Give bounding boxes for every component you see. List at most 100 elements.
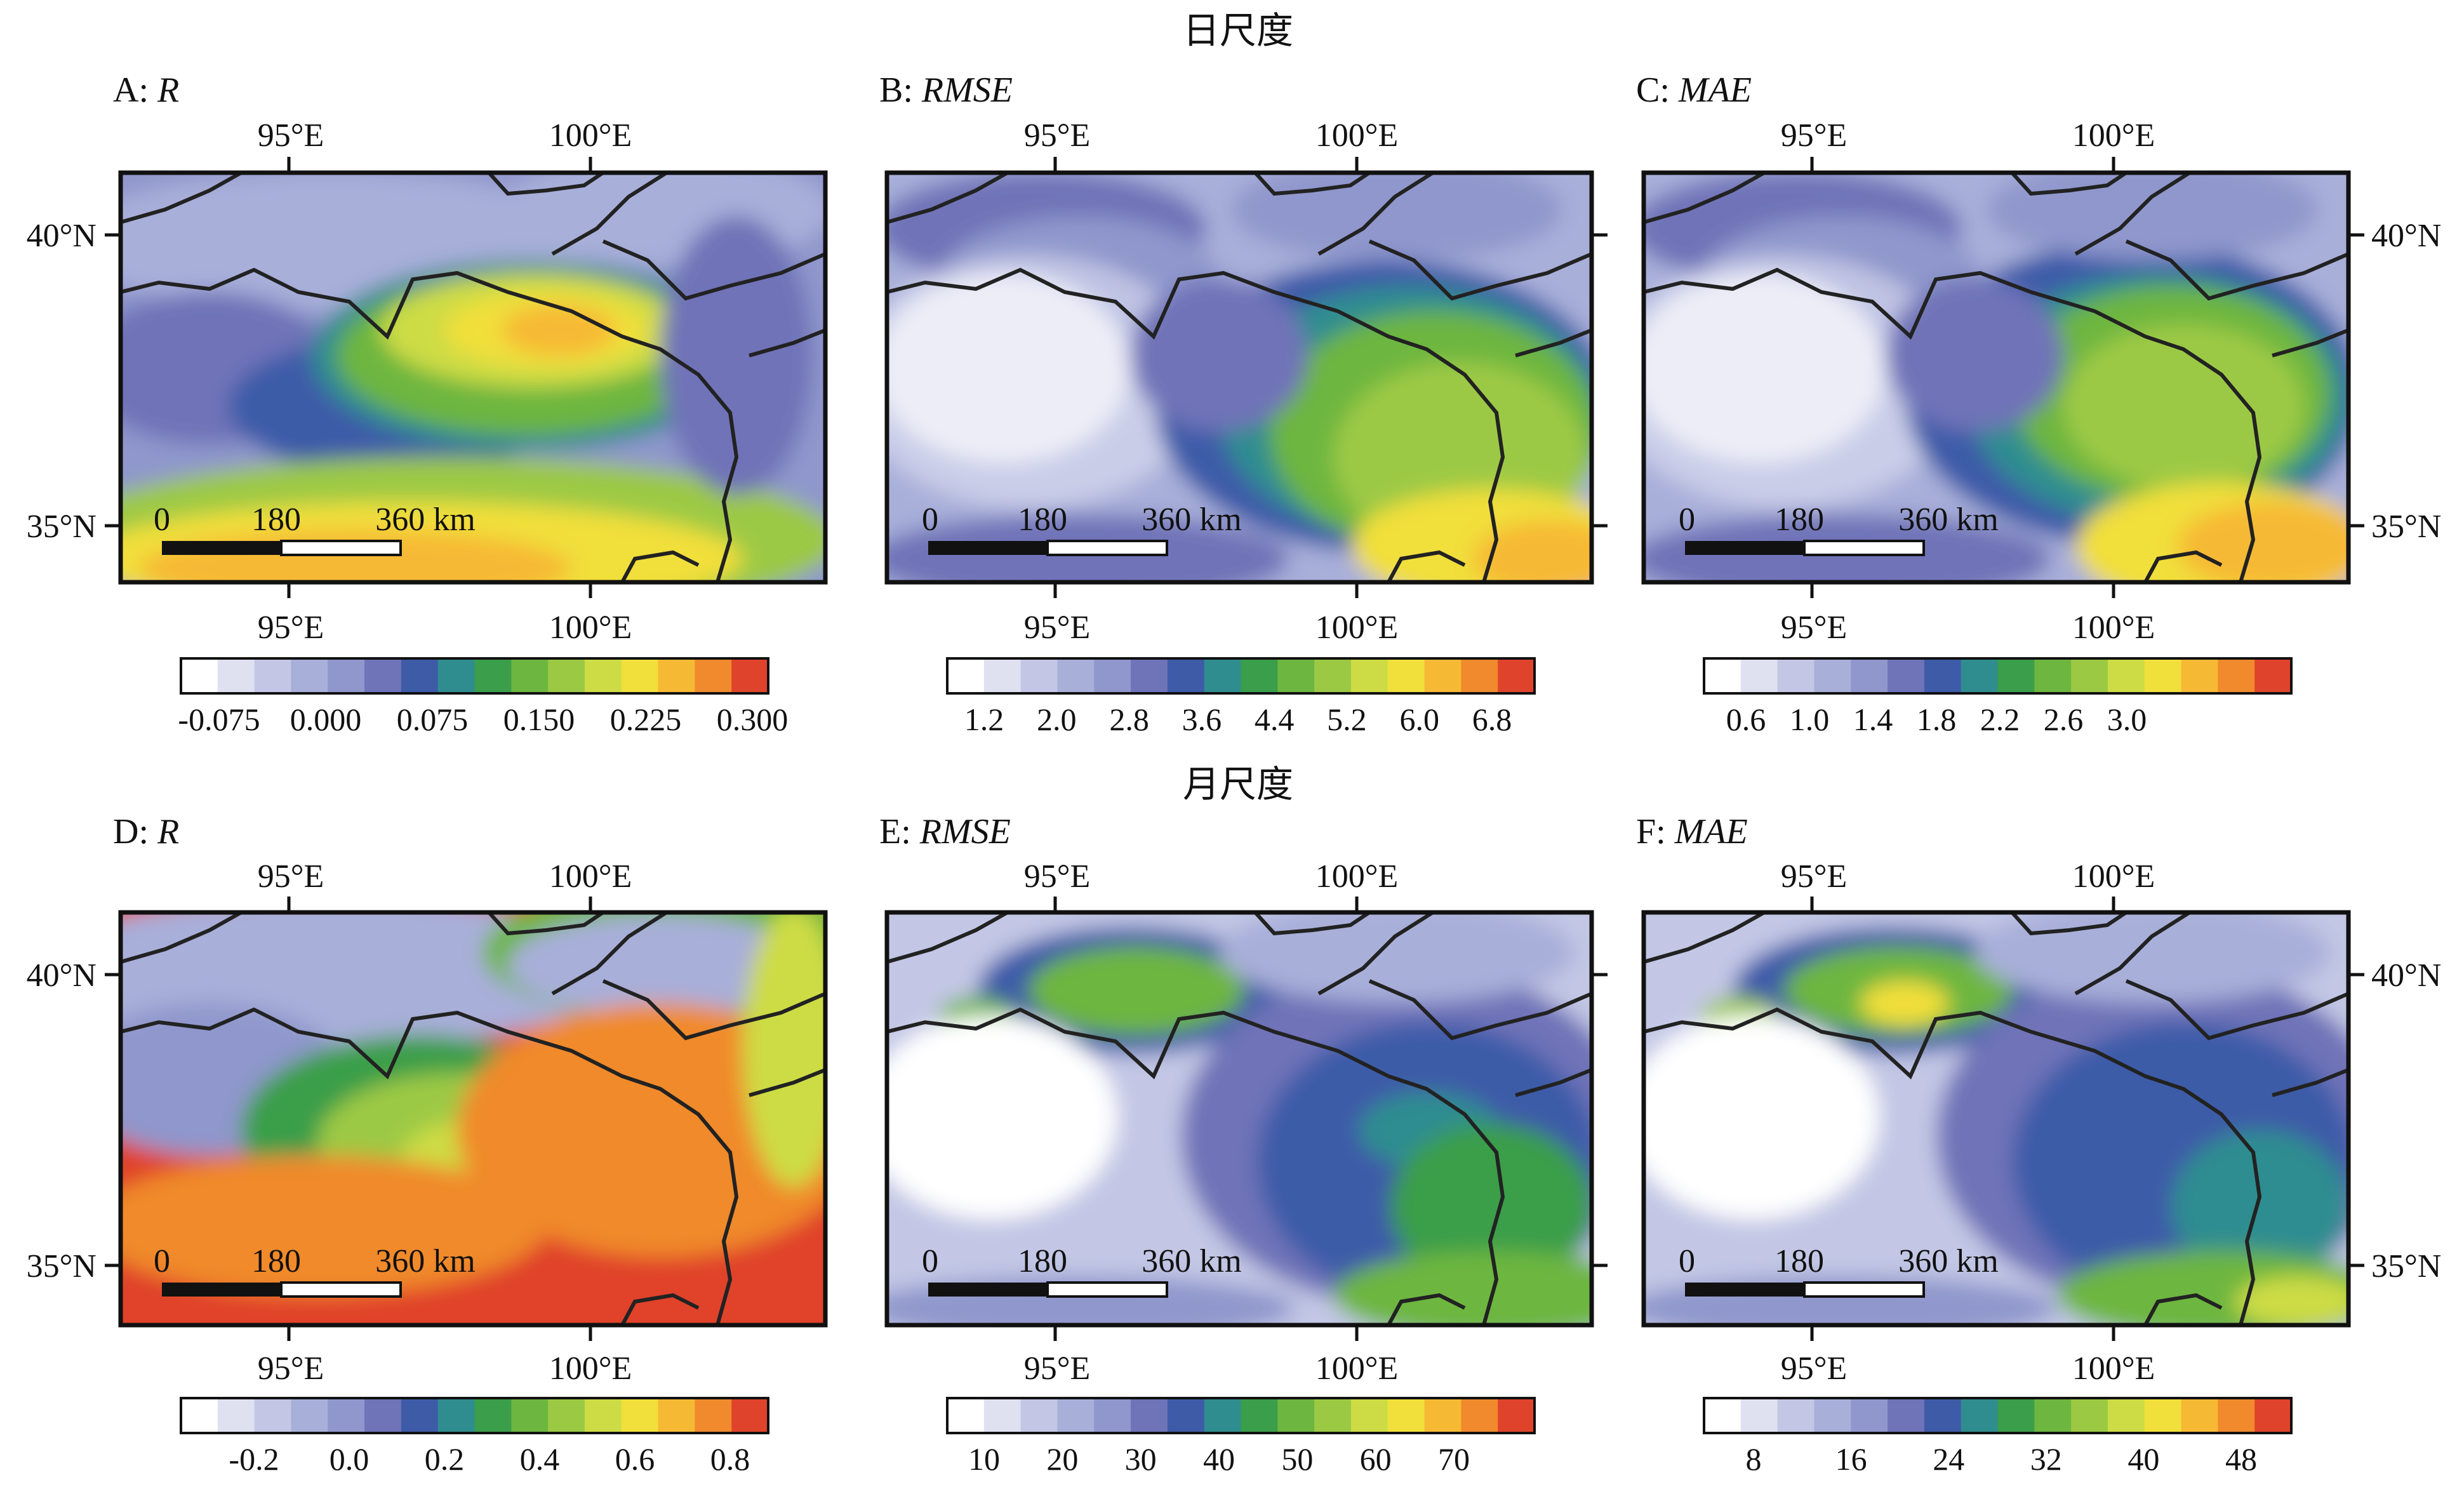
map-panel-b: 95°E 100°E 95°E 100°E 0 180 360 km (884, 117, 1608, 646)
colorbar-swatch (1094, 658, 1131, 693)
map-panel-e: 95°E 100°E 95°E 100°E 0 180 360 km (884, 858, 1608, 1387)
colorbar-tick-label: 0.225 (610, 702, 682, 737)
colorbar-swatch (474, 658, 512, 693)
colorbar-tick-label: 40 (2128, 1441, 2159, 1477)
colorbar-swatch (1498, 1398, 1535, 1433)
row-title-monthly: 月尺度 (1183, 764, 1293, 805)
colorbar-tick-label: 20 (1046, 1441, 1078, 1477)
colorbar-swatch (1424, 1398, 1462, 1433)
colorbar-b: 1.2 2.0 2.8 3.6 4.4 5.2 6.0 6.8 (946, 657, 1536, 737)
lon-tick-top: 95°E (1024, 858, 1091, 895)
colorbar-tick-label: 0.8 (710, 1441, 750, 1477)
scale-bar: 0 180 360 km (1679, 502, 1999, 556)
map-panel-f: 95°E 100°E 95°E 100°E 40°N 35°N 0 180 36… (1641, 858, 2441, 1387)
colorbar-swatch (511, 1398, 549, 1433)
colorbar-swatch (2034, 1398, 2072, 1433)
colorbar-c: 0.6 1.0 1.4 1.8 2.2 2.6 3.0 (1703, 657, 2293, 737)
colorbar-swatch (254, 1398, 291, 1433)
colorbar-swatch (1020, 1398, 1058, 1433)
lon-tick-bottom: 100°E (1315, 1350, 1399, 1387)
colorbar-tick-label: 60 (1360, 1441, 1392, 1477)
colorbar-swatch (401, 658, 439, 693)
scale-bar: 0 180 360 km (922, 502, 1242, 556)
colorbar-tick-label: 0.2 (425, 1441, 465, 1477)
colorbar-swatch (291, 1398, 328, 1433)
colorbar-swatch (181, 658, 218, 693)
colorbar-swatch (731, 1398, 769, 1433)
lon-tick-bottom: 100°E (1315, 610, 1399, 646)
colorbar-swatch (328, 1398, 365, 1433)
panel-d-title: D: R (113, 812, 179, 851)
lon-tick-top: 100°E (549, 858, 632, 895)
lon-tick-top: 95°E (1024, 117, 1091, 154)
colorbar-swatch (658, 1398, 695, 1433)
colorbar-tick-label: 3.6 (1182, 702, 1222, 737)
map-panel-c: 95°E 100°E 95°E 100°E 40°N 35°N 0 180 36… (1641, 117, 2441, 646)
svg-text:360 km: 360 km (375, 502, 475, 538)
colorbar-swatch (1888, 658, 1925, 693)
lon-tick-bottom: 95°E (1024, 610, 1091, 646)
lon-tick-bottom: 95°E (1024, 1350, 1091, 1387)
colorbar-swatch (1057, 658, 1095, 693)
svg-text:360 km: 360 km (1142, 1243, 1241, 1279)
colorbar-tick-label: 0.6 (1726, 702, 1766, 737)
colorbar-tick-label: 32 (2030, 1441, 2062, 1477)
colorbar-swatch (511, 658, 549, 693)
svg-text:0: 0 (1679, 502, 1695, 538)
colorbar-swatch (1350, 1398, 1388, 1433)
scale-bar: 0 180 360 km (154, 1243, 476, 1298)
lon-tick-bottom: 95°E (258, 610, 324, 646)
colorbar-tick-label: 5.2 (1327, 702, 1367, 737)
colorbar-tick-label: 0.0 (330, 1441, 370, 1477)
colorbar-tick-label: 0.000 (290, 702, 362, 737)
colorbar-tick-label: 0.075 (397, 702, 469, 737)
panel-e-title: E: RMSE (879, 812, 1011, 851)
colorbar-swatch (1167, 1398, 1205, 1433)
lat-tick-right: 35°N (2371, 509, 2441, 545)
colorbar-swatch (1350, 658, 1388, 693)
svg-text:0: 0 (1679, 1243, 1695, 1279)
colorbar-tick-label: 70 (1438, 1441, 1470, 1477)
colorbar-swatch (1851, 1398, 1888, 1433)
colorbar-tick-label: 2.0 (1037, 702, 1077, 737)
colorbar-tick-label: 40 (1203, 1441, 1235, 1477)
colorbar-swatch (1131, 1398, 1168, 1433)
colorbar-swatch (1851, 658, 1888, 693)
panel-a-title: A: R (113, 70, 179, 110)
row-title-daily: 日尺度 (1183, 10, 1293, 51)
colorbar-tick-label: 50 (1281, 1441, 1313, 1477)
colorbar-tick-label: 0.150 (503, 702, 575, 737)
colorbar-swatch (1924, 1398, 1962, 1433)
lon-tick-bottom: 100°E (2072, 1350, 2155, 1387)
colorbar-swatch (1204, 658, 1241, 693)
colorbar-swatch (1740, 1398, 1778, 1433)
colorbar-swatch (1167, 658, 1205, 693)
colorbar-swatch (1777, 658, 1815, 693)
map-panel-a: 95°E 100°E 95°E 100°E 40°N 35°N 0 180 36… (27, 117, 828, 646)
colorbar-swatch (1424, 658, 1462, 693)
colorbar-swatch (2144, 658, 2182, 693)
colorbar-swatch (947, 1398, 985, 1433)
colorbar-swatch (1387, 1398, 1425, 1433)
lon-tick-bottom: 95°E (1781, 1350, 1848, 1387)
lon-tick-top: 95°E (1781, 858, 1848, 895)
colorbar-swatch (437, 658, 475, 693)
colorbar-swatch (548, 1398, 585, 1433)
scale-bar: 0 180 360 km (1679, 1243, 1999, 1298)
svg-text:180: 180 (1775, 502, 1824, 538)
colorbar-swatch (217, 1398, 255, 1433)
colorbar-tick-label: 0.300 (717, 702, 789, 737)
lon-tick-top: 100°E (2072, 858, 2155, 895)
colorbar-swatch (584, 1398, 622, 1433)
lat-tick-right: 40°N (2371, 957, 2441, 994)
colorbar-swatch (1961, 1398, 1998, 1433)
colorbar-swatch (2071, 658, 2108, 693)
panel-c-title: C: MAE (1636, 70, 1752, 110)
svg-text:180: 180 (1018, 502, 1067, 538)
colorbar-swatch (2181, 658, 2218, 693)
colorbar-tick-label: 10 (968, 1441, 1000, 1477)
colorbar-swatch (364, 658, 402, 693)
colorbar-swatch (1997, 658, 2035, 693)
colorbar-swatch (584, 658, 622, 693)
